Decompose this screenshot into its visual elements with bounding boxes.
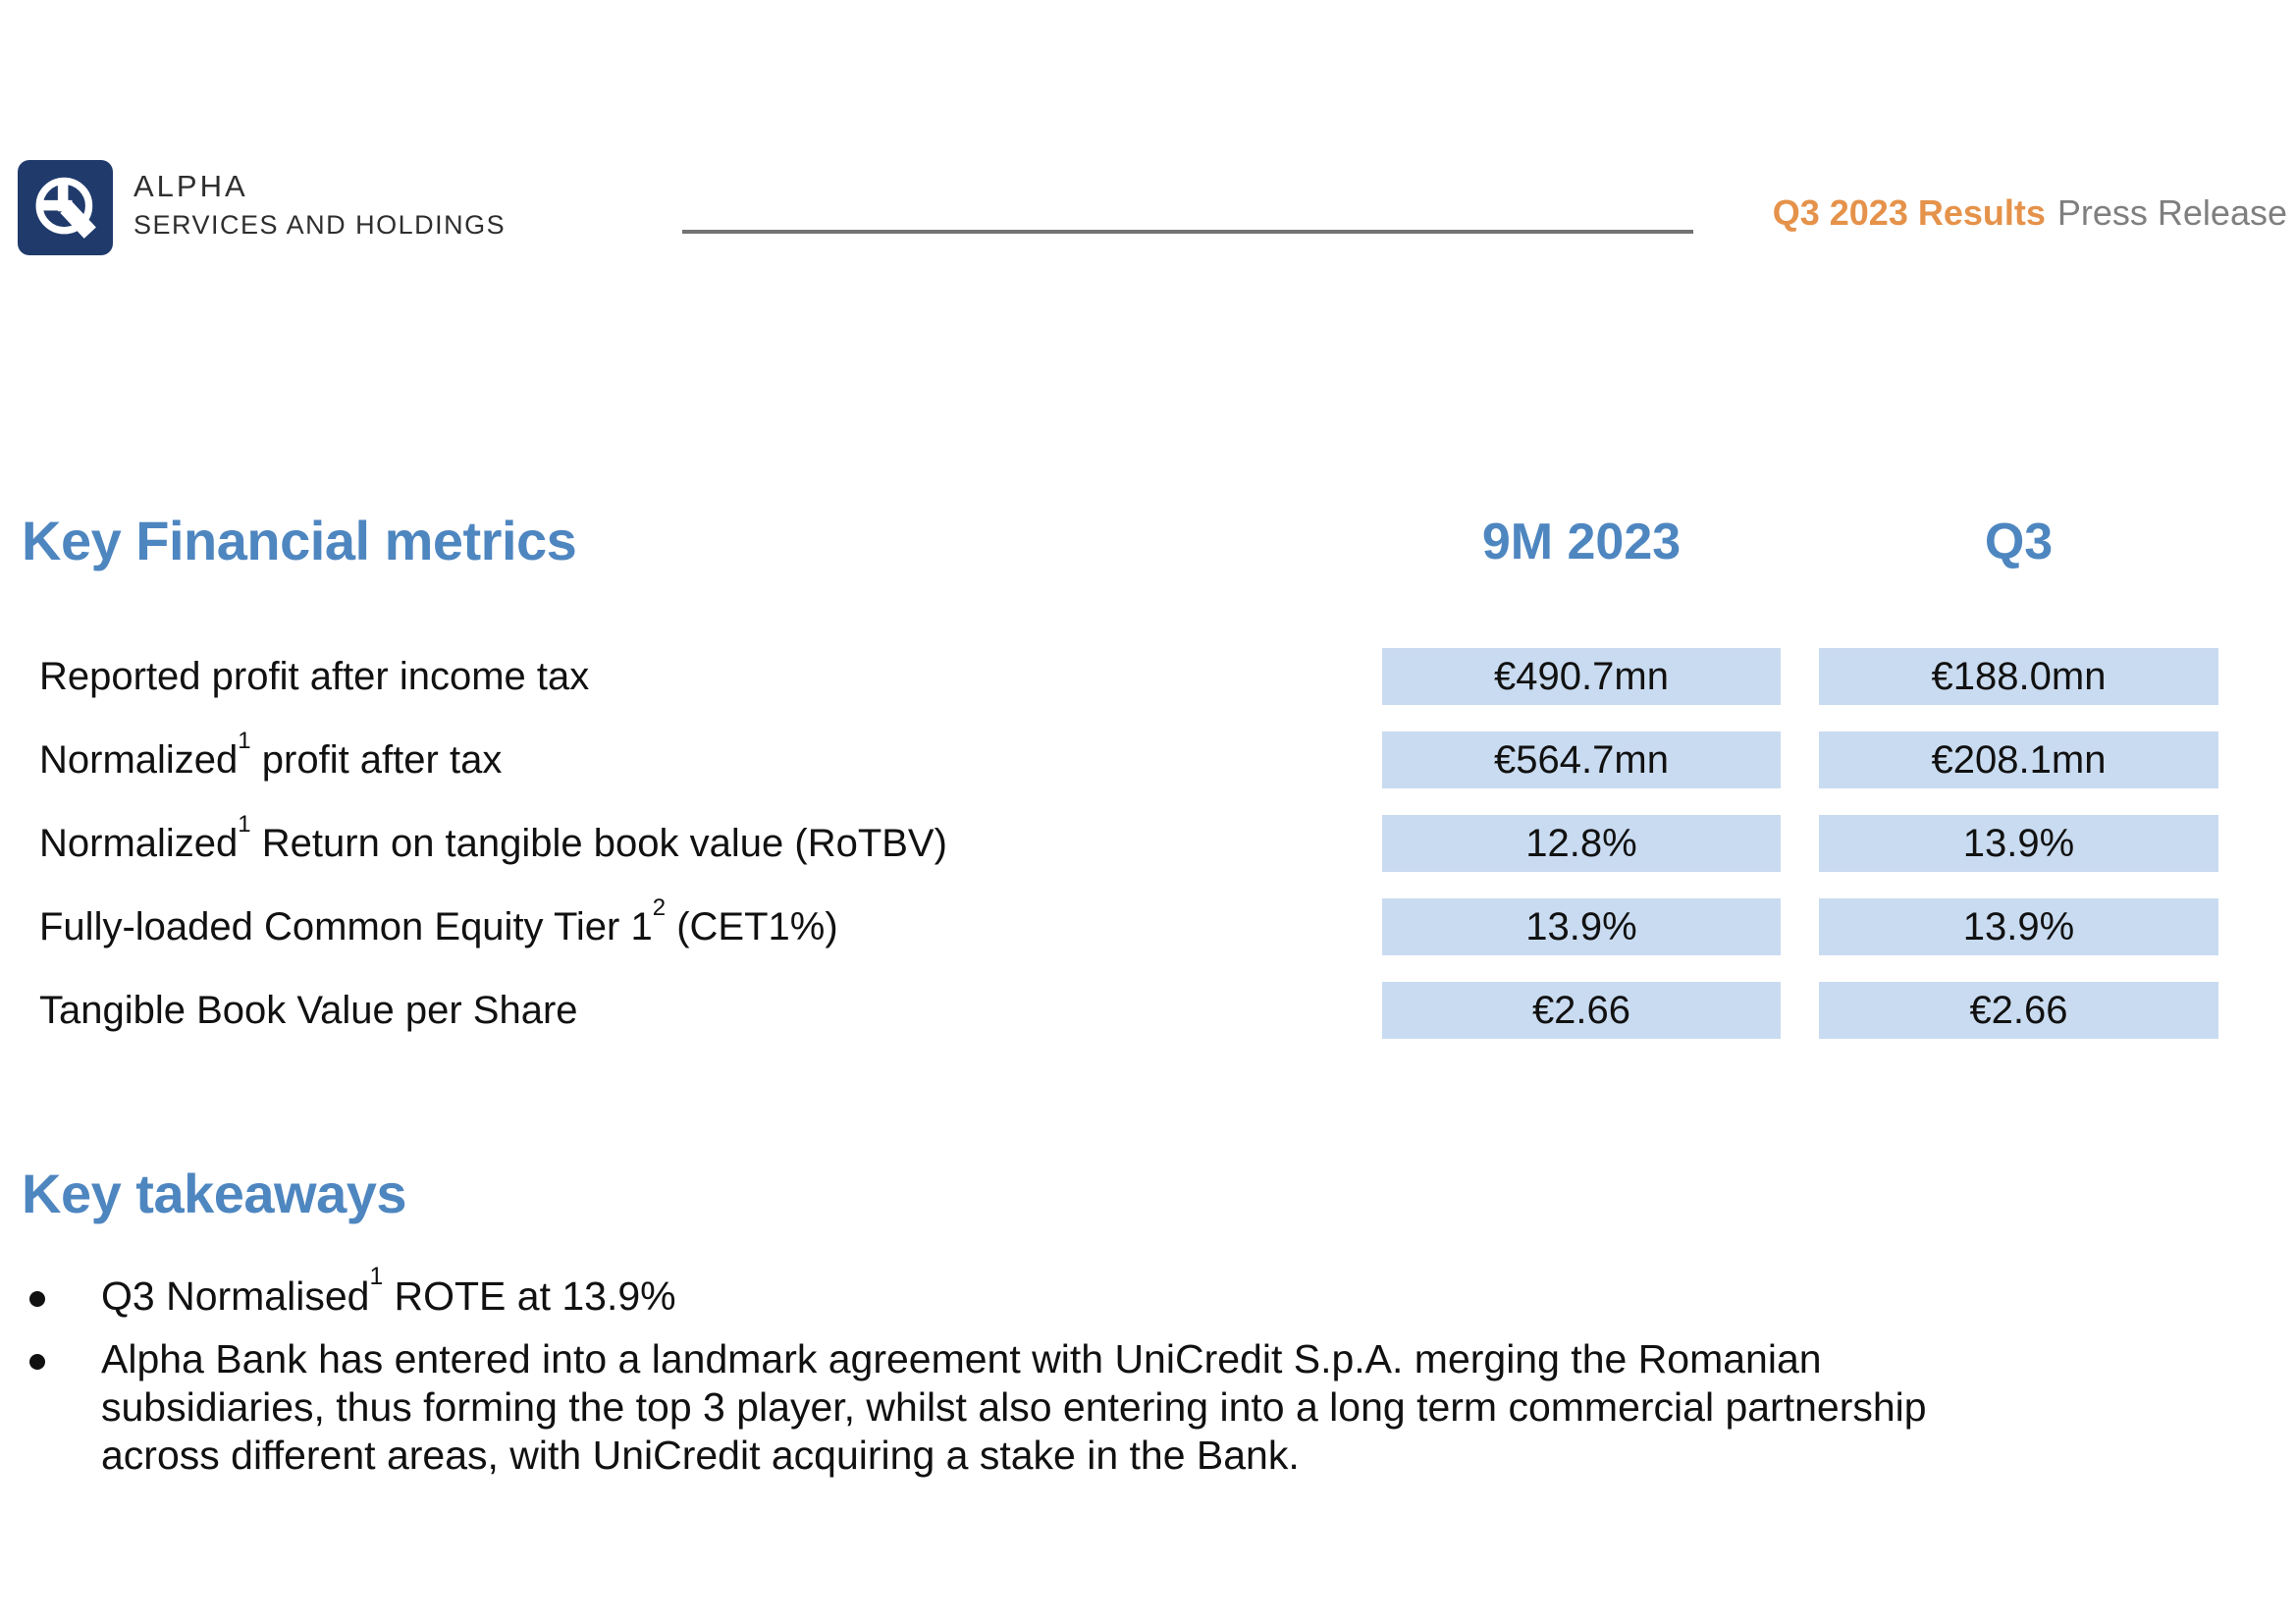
takeaway-bullet: Q3 Normalised1 ROTE at 13.9%: [29, 1265, 676, 1321]
takeaway-bullet: Alpha Bank has entered into a landmark a…: [29, 1335, 1927, 1480]
column-header-q3: Q3: [1984, 514, 2054, 570]
bullet-dot-icon: [29, 1291, 45, 1307]
footnote-marker: 2: [652, 893, 667, 921]
metric-label-text: Normalized: [39, 822, 239, 865]
metric-label-text: Return on tangible book value (RoTBV): [250, 822, 947, 865]
metric-value-q3: €188.0mn: [1819, 648, 2218, 705]
metric-value-9m: 12.8%: [1382, 815, 1781, 872]
brand-text: ALPHA SERVICES AND HOLDINGS: [133, 169, 506, 242]
metric-value-q3: 13.9%: [1819, 898, 2218, 955]
metric-value-q3: €2.66: [1819, 982, 2218, 1039]
takeaways-section-title: Key takeaways: [22, 1163, 407, 1224]
metric-value-9m: €564.7mn: [1382, 731, 1781, 788]
metric-row: Normalized1 Return on tangible book valu…: [0, 812, 2296, 872]
metric-value-9m: 13.9%: [1382, 898, 1781, 955]
metrics-section-title: Key Financial metrics: [22, 510, 577, 571]
takeaway-line: subsidiaries, thus forming the top 3 pla…: [101, 1384, 1927, 1430]
column-header-9m-2023: 9M 2023: [1481, 514, 1682, 570]
header-divider: [682, 230, 1693, 234]
metric-label: Fully-loaded Common Equity Tier 12 (CET1…: [39, 895, 838, 955]
metric-row: Fully-loaded Common Equity Tier 12 (CET1…: [0, 895, 2296, 955]
metric-label-text: Reported profit after income tax: [39, 655, 590, 698]
metric-label: Tangible Book Value per Share: [39, 982, 578, 1039]
header-right: Q3 2023 Results Press Release: [1773, 192, 2287, 234]
footnote-marker: 1: [238, 727, 251, 754]
footnote-marker: 1: [238, 810, 251, 838]
metric-row: Tangible Book Value per Share €2.66 €2.6…: [0, 982, 2296, 1039]
metric-label-text: Normalized: [39, 738, 239, 782]
takeaway-text-part: Q3 Normalised: [101, 1273, 370, 1319]
takeaway-line: Alpha Bank has entered into a landmark a…: [101, 1336, 1822, 1381]
takeaway-text: Q3 Normalised1 ROTE at 13.9%: [101, 1265, 676, 1321]
metric-label: Normalized1 profit after tax: [39, 727, 503, 788]
metric-value-9m: €2.66: [1382, 982, 1781, 1039]
metric-label: Reported profit after income tax: [39, 648, 589, 705]
metric-row: Normalized1 profit after tax €564.7mn €2…: [0, 727, 2296, 788]
metric-row: Reported profit after income tax €490.7m…: [0, 648, 2296, 705]
metric-label: Normalized1 Return on tangible book valu…: [39, 812, 947, 872]
metric-label-text: Fully-loaded Common Equity Tier 1: [39, 905, 653, 948]
metric-value-q3: 13.9%: [1819, 815, 2218, 872]
metric-label-text: profit after tax: [250, 738, 503, 782]
takeaway-text-part: ROTE at 13.9%: [383, 1273, 676, 1319]
takeaway-text: Alpha Bank has entered into a landmark a…: [101, 1335, 1927, 1480]
alpha-bank-emblem-icon: [35, 177, 96, 239]
alpha-logo: [18, 160, 113, 255]
doc-type-label: Press Release: [2056, 192, 2287, 233]
brand-subname: SERVICES AND HOLDINGS: [133, 210, 507, 240]
metric-label-text: Tangible Book Value per Share: [39, 989, 578, 1032]
metric-value-9m: €490.7mn: [1382, 648, 1781, 705]
results-label: Q3 2023 Results: [1772, 192, 2046, 233]
brand-name: ALPHA: [133, 169, 248, 203]
metric-label-text: (CET1%): [666, 905, 838, 948]
takeaway-line: across different areas, with UniCredit a…: [101, 1433, 1300, 1478]
footnote-marker: 1: [369, 1264, 384, 1291]
bullet-dot-icon: [29, 1354, 45, 1370]
metric-value-q3: €208.1mn: [1819, 731, 2218, 788]
